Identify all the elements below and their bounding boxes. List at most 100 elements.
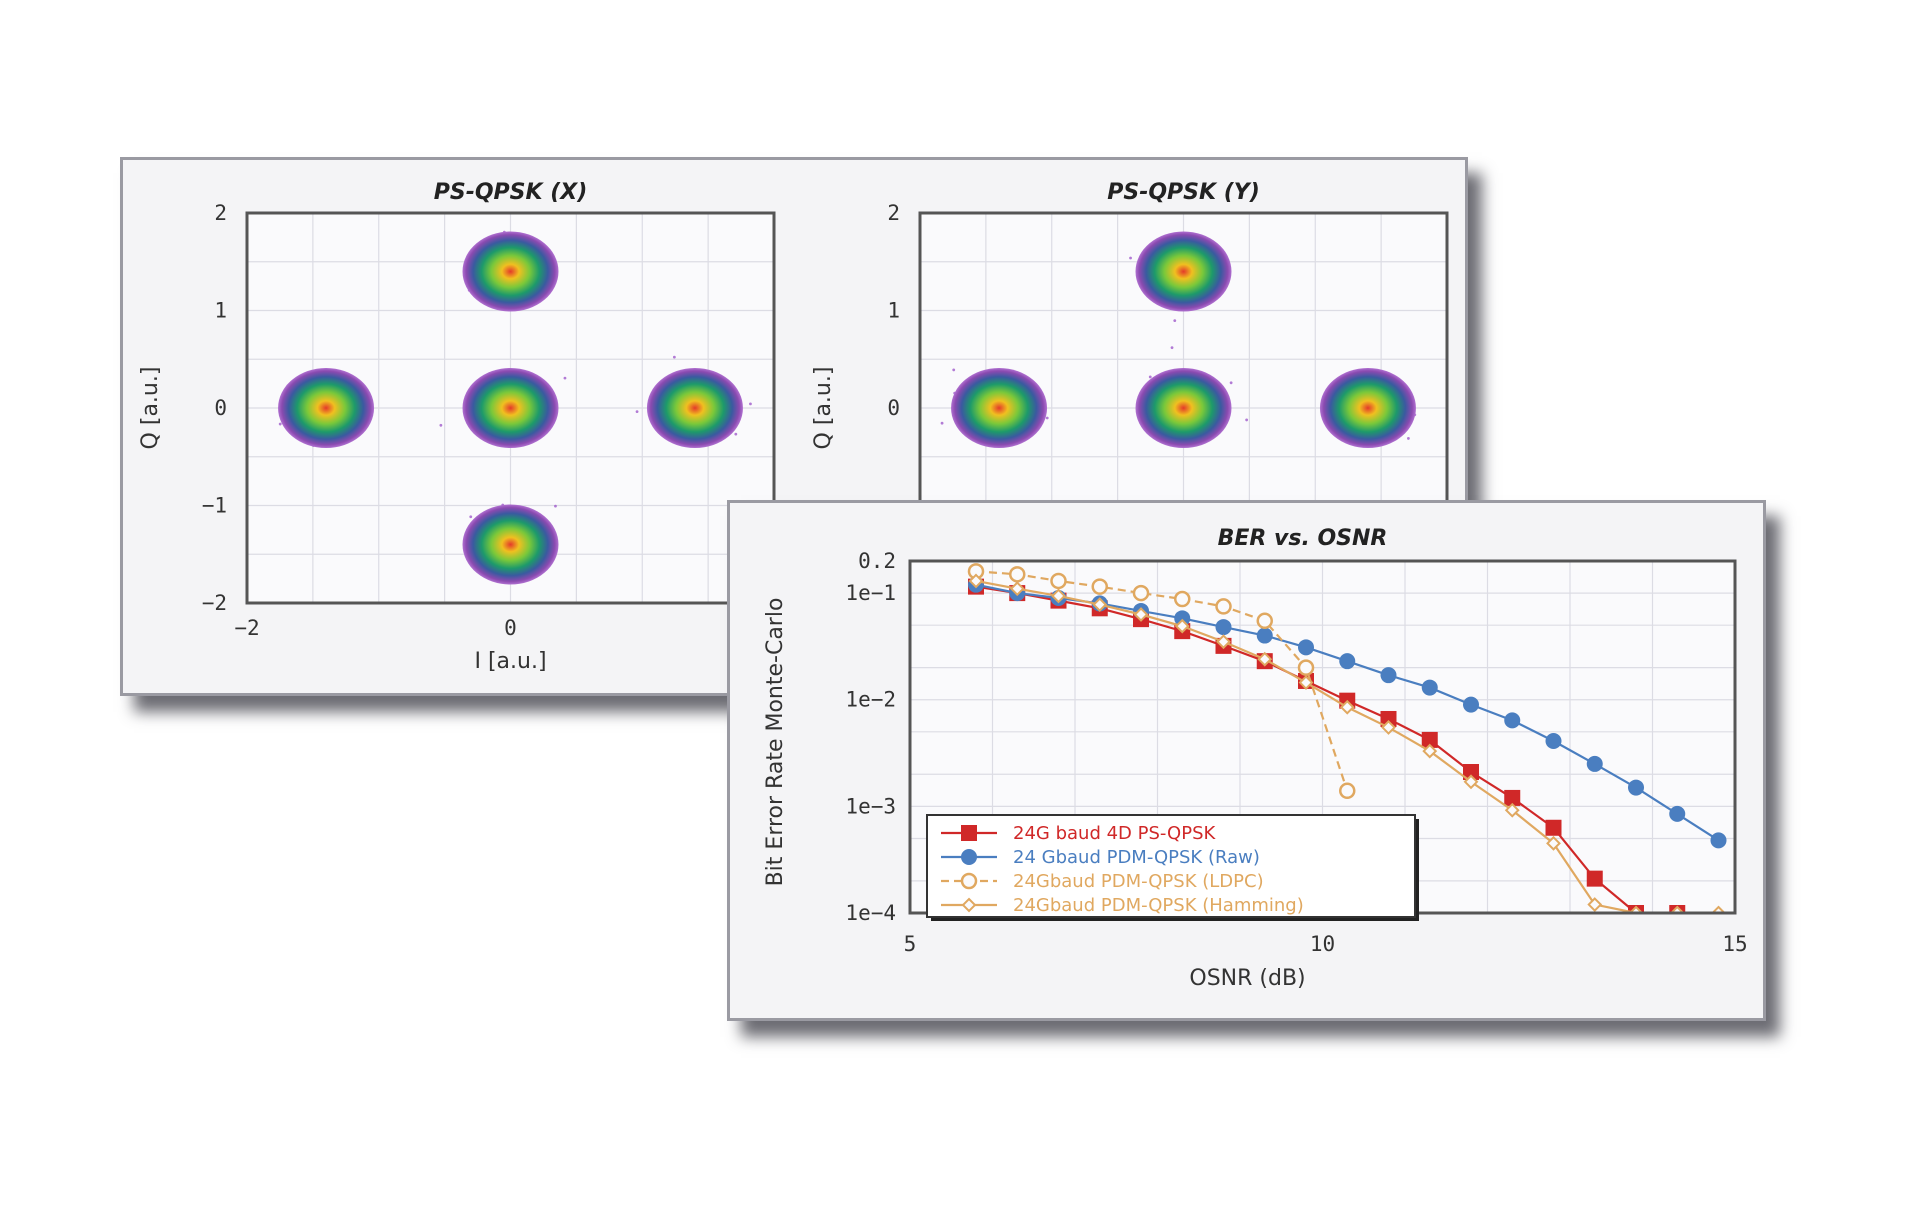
data-point bbox=[1545, 819, 1562, 836]
data-point bbox=[1628, 779, 1644, 796]
legend-label: 24 Gbaud PDM-QPSK (Raw) bbox=[1013, 847, 1260, 868]
x-tick-label: 10 bbox=[1310, 932, 1335, 956]
y-tick-label: 0 bbox=[214, 396, 227, 420]
data-point bbox=[1546, 835, 1561, 851]
scatter-point bbox=[734, 432, 738, 436]
data-point bbox=[1339, 653, 1356, 670]
cluster-0 bbox=[462, 230, 559, 312]
chart-title: PS-QPSK (Y) bbox=[1107, 180, 1260, 205]
data-point bbox=[968, 573, 984, 589]
cluster-density bbox=[1135, 231, 1232, 312]
cluster-2 bbox=[1135, 346, 1249, 448]
data-point bbox=[1339, 699, 1355, 715]
cluster-density bbox=[462, 368, 559, 448]
legend: 24G baud 4D PS-QPSK 24 Gbaud PDM-QPSK (Ra… bbox=[926, 814, 1419, 921]
data-point bbox=[1216, 634, 1231, 650]
legend-label: 24Gbaud PDM-QPSK (LDPC) bbox=[1013, 871, 1264, 892]
data-point bbox=[1174, 590, 1191, 608]
y-axis-label: Bit Error Rate Monte-Carlo bbox=[763, 598, 788, 887]
data-point bbox=[1174, 610, 1191, 627]
ber-panel: BER vs. OSNR 0.2 1e−1 1e−2 1e−3 1e−4 5 10 15 OSNR… bbox=[727, 500, 1766, 1021]
series-3 bbox=[968, 573, 1726, 913]
data-point bbox=[1587, 897, 1603, 912]
data-point bbox=[1009, 566, 1026, 583]
data-point bbox=[1669, 805, 1686, 822]
data-point bbox=[1504, 802, 1520, 818]
y-tick-label: −2 bbox=[202, 591, 227, 615]
x-tick-label: 15 bbox=[1722, 932, 1747, 956]
y-tick-label: 1e−2 bbox=[845, 688, 896, 712]
cluster-3 bbox=[1319, 368, 1417, 448]
cluster-density bbox=[462, 504, 559, 585]
y-tick-label: 1e−4 bbox=[845, 901, 896, 925]
scatter-point bbox=[1170, 346, 1174, 350]
cluster-density bbox=[1135, 368, 1232, 448]
cluster-1 bbox=[278, 368, 375, 448]
scatter-point bbox=[563, 376, 567, 380]
x-tick-label: 5 bbox=[904, 932, 917, 956]
scatter-point bbox=[1229, 381, 1233, 385]
scatter-point bbox=[672, 355, 676, 359]
data-point bbox=[1050, 572, 1067, 590]
scatter-point bbox=[749, 402, 752, 406]
data-point bbox=[1504, 712, 1521, 729]
scatter-point bbox=[952, 368, 956, 372]
legend-label: 24G baud 4D PS-QPSK bbox=[1013, 823, 1217, 844]
data-point bbox=[1380, 710, 1397, 727]
scatter-point bbox=[1407, 437, 1410, 440]
data-point bbox=[1132, 584, 1150, 602]
data-point bbox=[1215, 619, 1232, 636]
y-tick-label: 1 bbox=[214, 299, 227, 323]
x-tick-label: −2 bbox=[234, 616, 259, 640]
cluster-density bbox=[462, 231, 559, 312]
scatter-point bbox=[554, 504, 557, 508]
data-point bbox=[1463, 764, 1479, 781]
scatter-point bbox=[940, 421, 944, 425]
cluster-density bbox=[646, 368, 743, 448]
y-tick-label: 1 bbox=[887, 299, 900, 323]
data-point bbox=[961, 897, 977, 913]
scatter-point bbox=[469, 515, 473, 519]
cluster-density bbox=[278, 368, 375, 448]
plot-frame bbox=[245, 211, 776, 605]
cluster-1 bbox=[940, 368, 1049, 448]
data-point bbox=[1133, 607, 1149, 622]
cluster-3 bbox=[635, 355, 752, 448]
data-point bbox=[1091, 578, 1108, 595]
y-axis-label: Q [a.u.] bbox=[811, 367, 836, 450]
data-point bbox=[1710, 832, 1727, 849]
legend-label: 24Gbaud PDM-QPSK (Hamming) bbox=[1013, 895, 1304, 916]
data-point bbox=[961, 825, 977, 841]
data-point bbox=[1422, 743, 1438, 759]
chart-title: BER vs. OSNR bbox=[1218, 526, 1388, 551]
data-point bbox=[1256, 627, 1273, 644]
constellation-panel: PS-QPSK (X) −2 −1 0 1 2 −2 0 I [a.u.] Q [a.u.] PS-… bbox=[120, 157, 1468, 696]
data-point bbox=[1586, 755, 1603, 772]
cluster-2 bbox=[439, 368, 567, 448]
data-point bbox=[1504, 789, 1521, 806]
data-point bbox=[1256, 612, 1273, 630]
data-point bbox=[1463, 696, 1479, 713]
data-point bbox=[1298, 675, 1314, 690]
data-point bbox=[961, 849, 977, 865]
data-point bbox=[1298, 639, 1314, 656]
data-point bbox=[1092, 597, 1108, 613]
data-point bbox=[1586, 870, 1603, 887]
chart-title: PS-QPSK (X) bbox=[434, 180, 588, 205]
y-tick-label: 0 bbox=[887, 396, 900, 420]
x-axis-label: OSNR (dB) bbox=[1189, 966, 1305, 991]
y-tick-label: 2 bbox=[214, 201, 227, 225]
scatter-point bbox=[635, 410, 639, 413]
y-tick-label: 2 bbox=[887, 201, 900, 225]
scatter-point bbox=[1245, 418, 1249, 422]
scatter-point bbox=[439, 423, 443, 427]
cluster-0 bbox=[1129, 231, 1232, 323]
scatter-point bbox=[1129, 256, 1132, 260]
scatter-point bbox=[1148, 375, 1152, 379]
y-tick-label: −1 bbox=[202, 494, 227, 518]
data-point bbox=[1174, 618, 1190, 634]
y-tick-label: 1e−1 bbox=[845, 581, 896, 605]
ber-chart: BER vs. OSNR 0.2 1e−1 1e−2 1e−3 1e−4 5 10 15 OSNR… bbox=[763, 526, 1748, 991]
legend-box bbox=[926, 814, 1416, 918]
